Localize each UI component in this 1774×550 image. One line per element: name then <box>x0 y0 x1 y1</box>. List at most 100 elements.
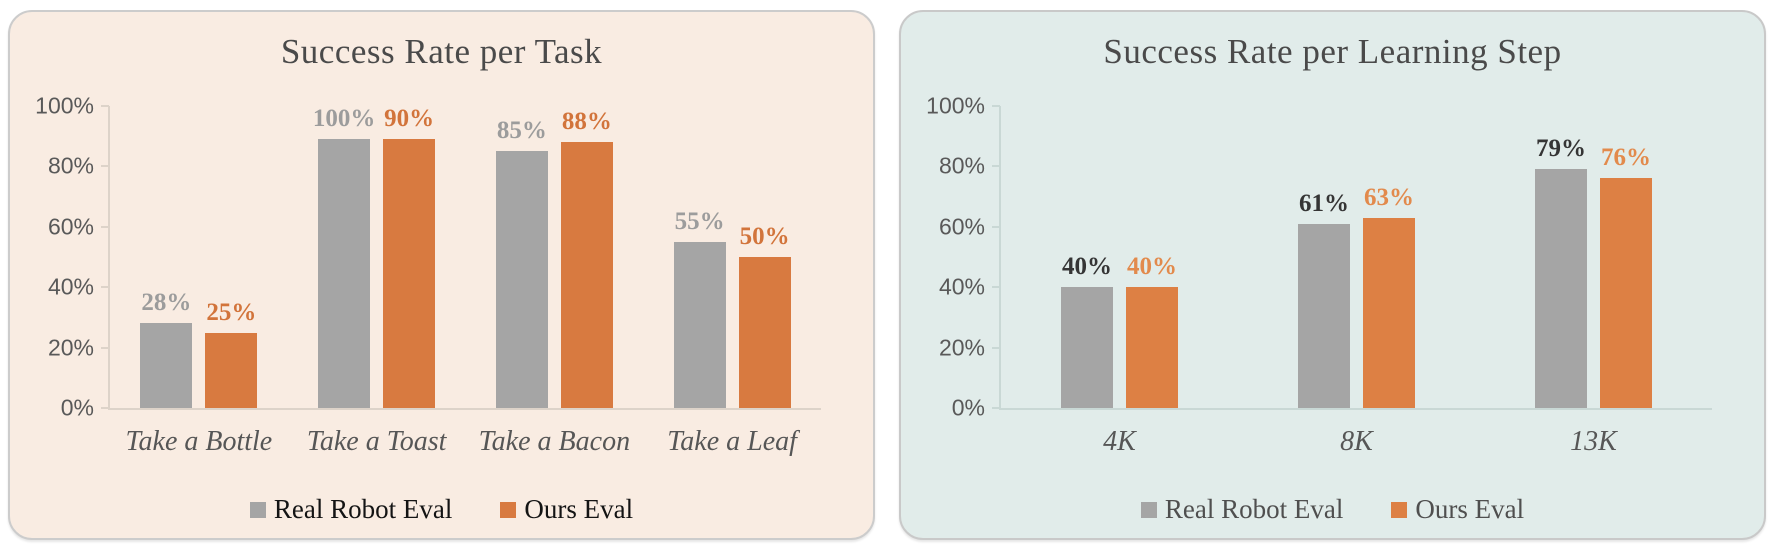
legend-label: Ours Eval <box>1415 494 1525 524</box>
category-label: 4K <box>1103 426 1136 457</box>
bar-group-13k: 79% 76% 13K <box>1535 106 1652 457</box>
bar-column-ours-eval: 50% <box>738 106 791 408</box>
bar-value-label: 85% <box>496 117 547 145</box>
category-label: Take a Leaf <box>667 426 797 457</box>
bar-ours-eval <box>1363 217 1415 408</box>
bar-group-take-a-leaf: 55% 50% Take a Leaf <box>667 106 797 457</box>
plot-area: 28% 25% Take a Bottle 100% 90% Take a Toast 85… <box>101 105 821 457</box>
bar-real-robot-eval <box>1535 169 1587 408</box>
legend-label: Real Robot Eval <box>1164 494 1344 524</box>
y-axis-tick-label: 0% <box>951 394 985 421</box>
chart-title: Success Rate per Task <box>280 32 603 71</box>
bar-value-label: 40% <box>1062 253 1112 281</box>
y-axis-tick-label: 80% <box>47 152 94 179</box>
legend-label: Ours Eval <box>524 494 634 524</box>
bar-group-4k: 40% 40% 4K <box>1061 106 1178 457</box>
legend-swatch <box>500 501 517 518</box>
y-axis-tick-label: 100% <box>926 92 985 119</box>
bar-column-ours-eval: 25% <box>205 106 258 408</box>
legend-item-ours-eval: Ours Eval <box>500 496 633 523</box>
y-axis-tick-label: 60% <box>47 213 94 240</box>
axis-tick <box>992 225 1000 228</box>
axis-tick <box>101 225 109 228</box>
y-axis-tick-label: 100% <box>35 92 94 119</box>
axis-tick <box>992 165 1000 168</box>
axis-tick <box>992 286 1000 289</box>
axis-tick <box>992 105 1000 107</box>
bar-value-label: 63% <box>1364 183 1414 211</box>
bar-value-label: 90% <box>384 105 435 132</box>
bar-column-real-robot-eval: 100% <box>313 106 375 408</box>
legend-swatch <box>1140 501 1157 518</box>
y-axis: 0% 20% 40% 60% 80% 100% <box>926 94 999 419</box>
bar-real-robot-eval <box>1061 287 1113 408</box>
bar-ours-eval <box>1126 287 1178 408</box>
chart-panel-success-rate-per-learning-step: Success Rate per Learning Step 0% 20% 40% 6… <box>899 10 1766 540</box>
plot-area: 40% 40% 4K 61% 63% 8K 79% 76% 13K <box>992 105 1712 457</box>
bar-value-label: 25% <box>206 298 257 326</box>
bar-groups: 28% 25% Take a Bottle 100% 90% Take a Toast 85… <box>110 105 821 457</box>
bar-column-real-robot-eval: 28% <box>140 106 193 408</box>
bar-column-ours-eval: 90% <box>383 105 436 408</box>
bar-column-real-robot-eval: 40% <box>1061 106 1113 408</box>
bar-real-robot-eval <box>1298 223 1350 408</box>
bar-value-label: 50% <box>739 223 790 250</box>
bar-column-real-robot-eval: 79% <box>1535 106 1587 408</box>
bar-real-robot-eval <box>673 241 726 408</box>
axis-tick <box>101 165 109 168</box>
bar-ours-eval <box>560 142 613 408</box>
bar-real-robot-eval <box>495 151 548 408</box>
bar-value-label: 100% <box>312 105 376 132</box>
bar-real-robot-eval <box>140 323 193 408</box>
bar-value-label: 79% <box>1536 135 1586 163</box>
bar-group-take-a-toast: 100% 90% Take a Toast <box>307 105 447 457</box>
axis-tick <box>101 105 109 107</box>
legend-swatch <box>249 501 266 518</box>
category-label: Take a Bottle <box>125 426 273 457</box>
y-axis-tick-label: 20% <box>47 334 94 361</box>
legend-item-real-robot-eval: Real Robot Eval <box>249 496 452 523</box>
legend-item-real-robot-eval: Real Robot Eval <box>1140 494 1344 524</box>
y-axis-tick-label: 0% <box>60 394 94 421</box>
bar-value-label: 61% <box>1299 189 1349 217</box>
legend-item-ours-eval: Ours Eval <box>1391 496 1524 523</box>
bar-column-real-robot-eval: 61% <box>1298 106 1350 408</box>
bar-column-ours-eval: 40% <box>1126 106 1178 408</box>
bar-value-label: 28% <box>141 289 192 317</box>
bar-group-take-a-bottle: 28% 25% Take a Bottle <box>126 106 273 457</box>
bar-ours-eval <box>738 257 791 408</box>
bar-real-robot-eval <box>318 139 371 408</box>
bar-column-real-robot-eval: 85% <box>495 106 548 408</box>
category-label: Take a Toast <box>306 426 447 457</box>
chart-title: Success Rate per Learning Step <box>1103 32 1562 71</box>
legend-swatch <box>1391 501 1408 518</box>
bar-value-label: 40% <box>1127 253 1177 281</box>
category-label: Take a Bacon <box>478 426 631 457</box>
bar-value-label: 55% <box>674 207 725 235</box>
axis-tick <box>101 407 109 409</box>
y-axis-tick-label: 40% <box>938 273 985 300</box>
bar-ours-eval <box>1600 178 1652 408</box>
category-label: 13K <box>1570 426 1617 457</box>
axis-tick <box>101 286 109 289</box>
bar-group-8k: 61% 63% 8K <box>1298 106 1415 457</box>
legend: Real Robot Eval Ours Eval <box>36 496 847 523</box>
bar-ours-eval <box>205 332 258 408</box>
y-axis-tick-label: 60% <box>938 213 985 240</box>
chart-body: 0% 20% 40% 60% 80% 100% 40% 40% 4K 61% 63% 8K 79% 76… <box>926 94 1738 457</box>
axis-tick <box>101 346 109 349</box>
bar-groups: 40% 40% 4K 61% 63% 8K 79% 76% 13K <box>1001 106 1712 457</box>
axis-tick <box>992 407 1000 409</box>
category-label: 8K <box>1340 426 1373 457</box>
bar-ours-eval <box>383 139 436 408</box>
y-axis: 0% 20% 40% 60% 80% 100% <box>35 94 108 419</box>
chart-panel-success-rate-per-task: Success Rate per Task 0% 20% 40% 60% 80% 100%… <box>8 10 875 540</box>
bar-value-label: 88% <box>561 108 612 136</box>
y-axis-tick-label: 40% <box>47 273 94 300</box>
bar-group-take-a-bacon: 85% 88% Take a Bacon <box>479 106 630 457</box>
chart-body: 0% 20% 40% 60% 80% 100% 28% 25% Take a Bottle 10… <box>35 94 847 457</box>
bar-column-ours-eval: 76% <box>1600 106 1652 408</box>
bar-column-ours-eval: 88% <box>560 106 613 408</box>
bar-value-label: 76% <box>1601 144 1651 172</box>
